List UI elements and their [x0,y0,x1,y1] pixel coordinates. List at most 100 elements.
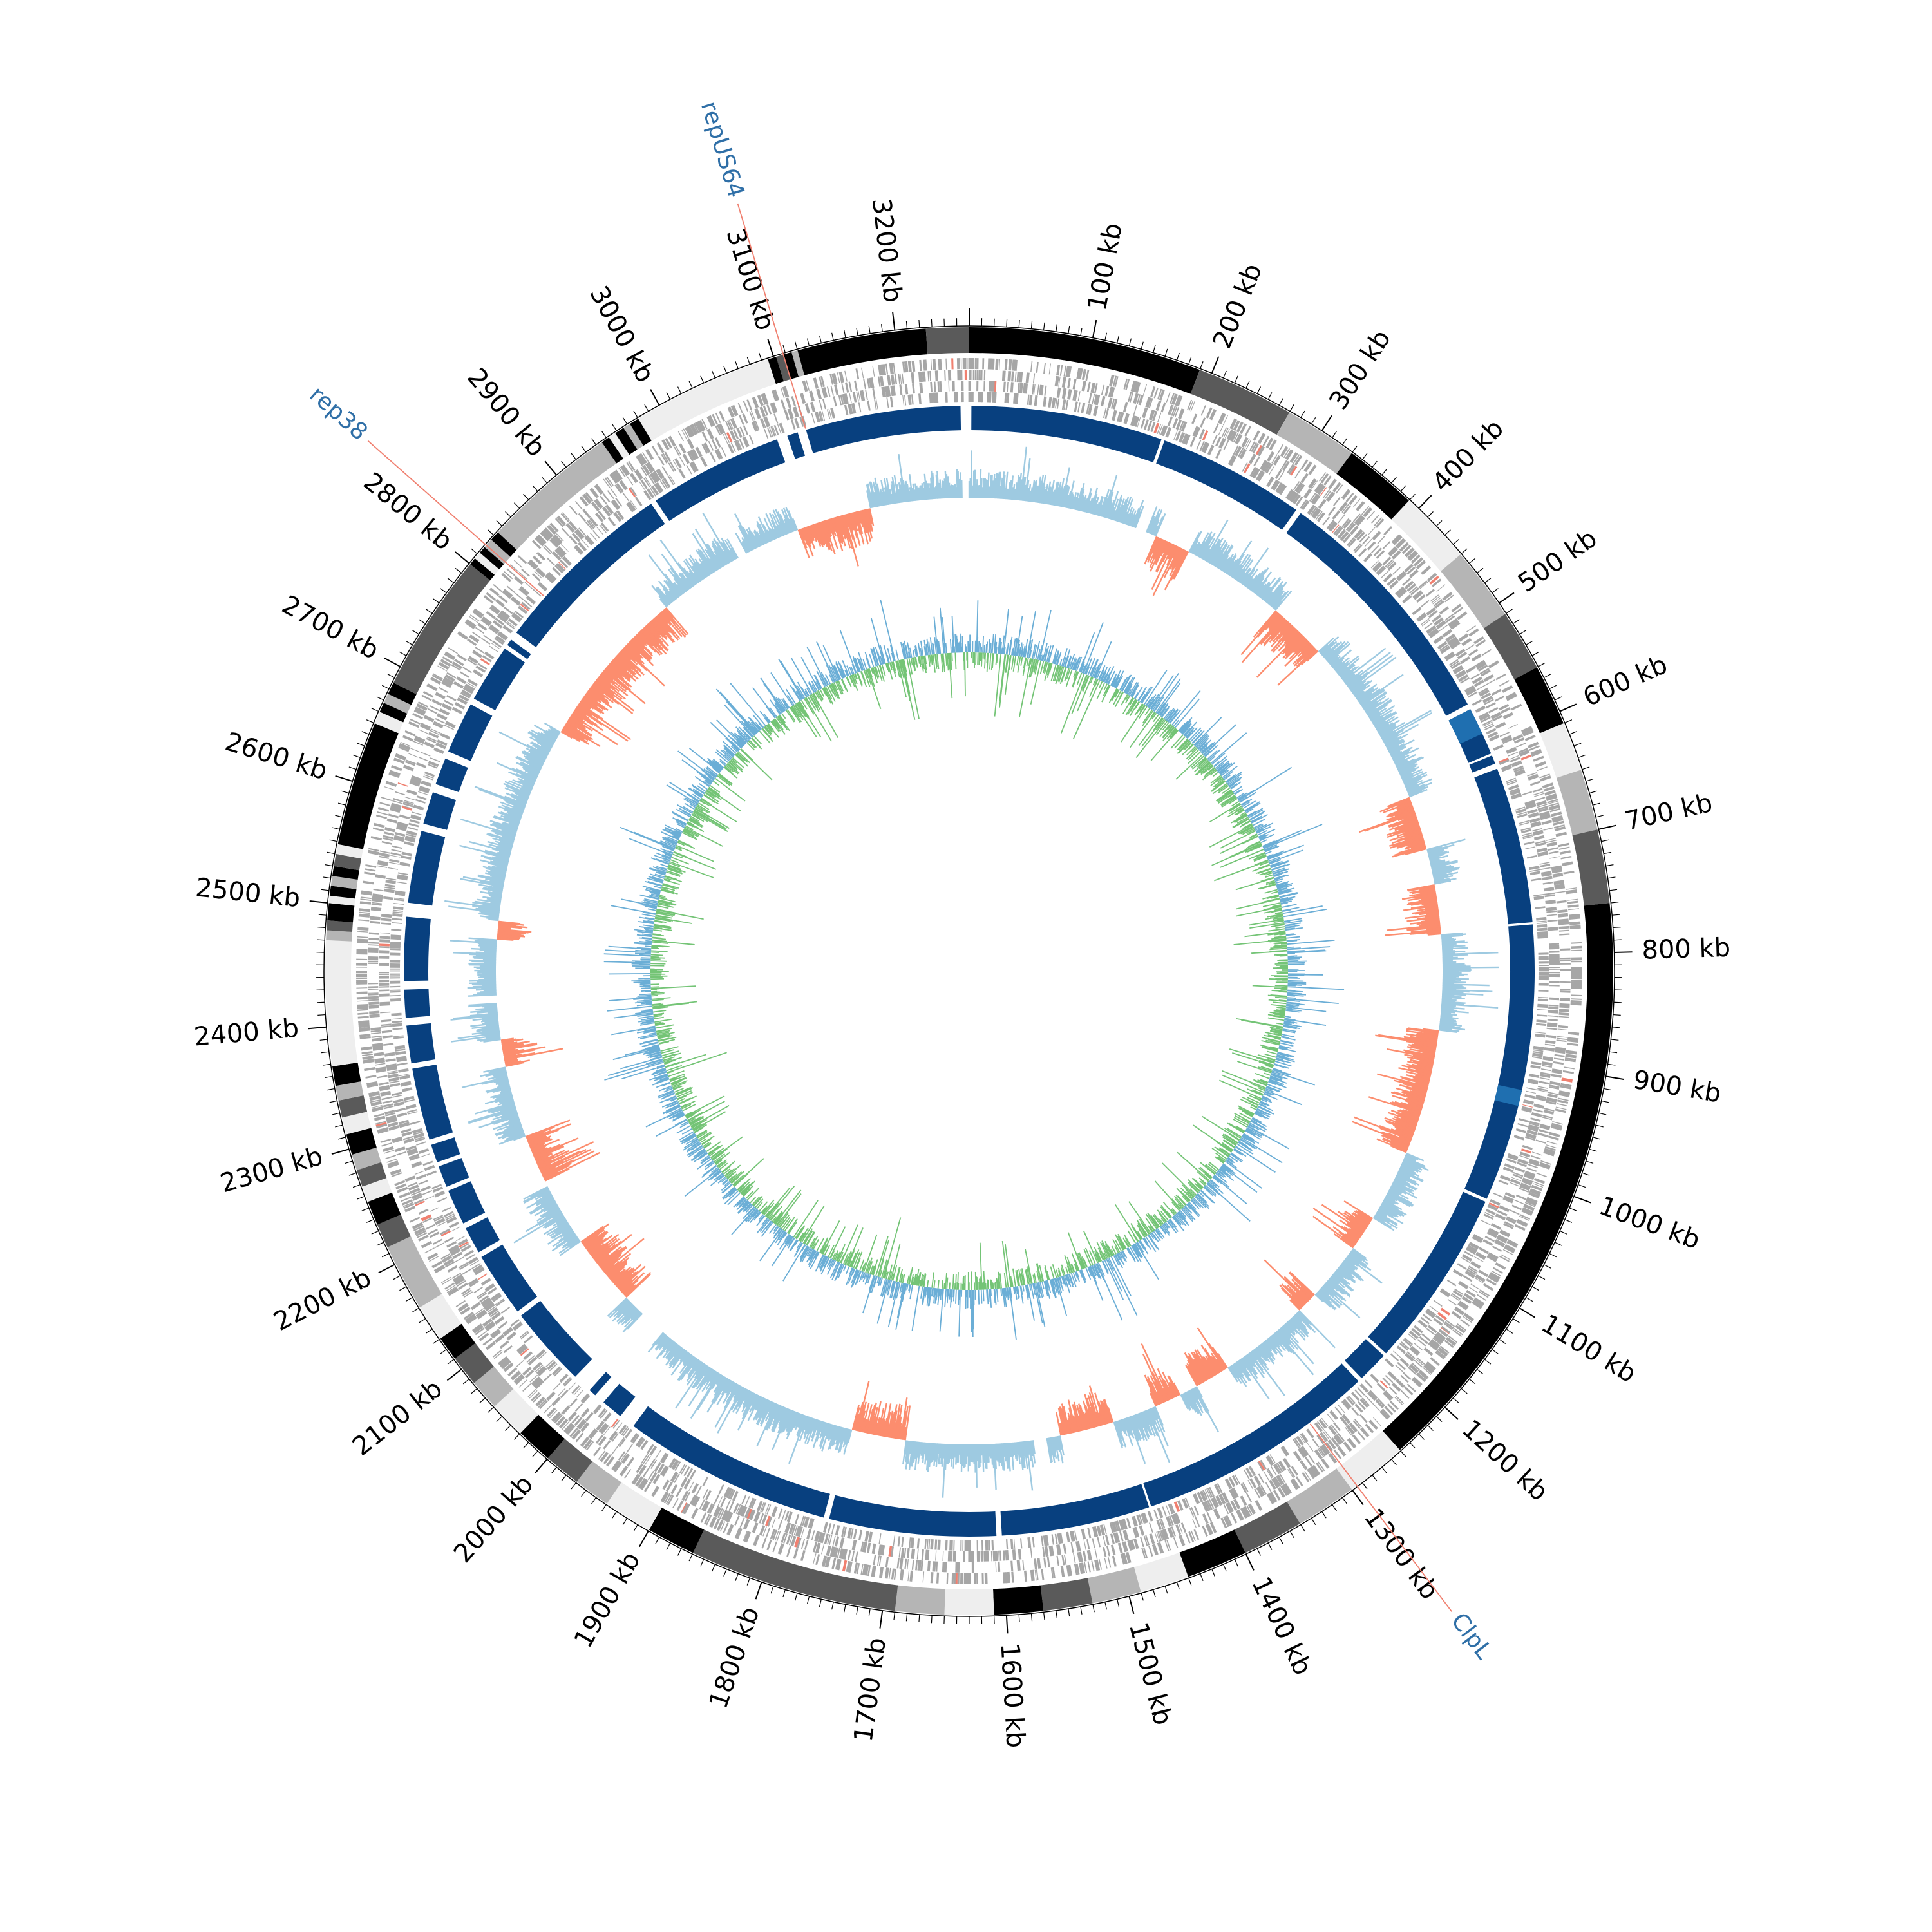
gc-bar-above [1090,493,1098,515]
minor-tick [1278,1537,1283,1544]
cds-feature [701,1501,708,1511]
cds-feature [512,1321,522,1330]
cds-feature [430,1207,440,1212]
gc-bar-above [1064,486,1070,508]
cds-feature [762,405,768,416]
cds-feature [683,1466,690,1477]
gc-bar-above [1385,735,1402,746]
cds-feature [999,359,1001,370]
cds-feature [1554,826,1566,831]
gc-bar-above [1340,1264,1352,1275]
cds-feature [720,1497,726,1508]
cds-feature [492,640,502,648]
cds-feature [652,446,659,457]
gc-bar-above [1127,508,1135,526]
cds-feature [1291,453,1298,463]
cds-feature [627,1457,635,1467]
cds-feature [614,469,623,481]
blast-block [1143,1363,1359,1507]
cds-feature [582,1394,591,1404]
cds-feature [1235,433,1242,444]
cds-feature [1538,996,1549,999]
cds-feature [879,375,884,387]
gc-bar-above [1327,643,1350,663]
cds-feature [1159,424,1163,435]
gc-bar-below [1418,897,1437,902]
cds-feature [592,529,600,539]
cds-feature [368,960,379,963]
cds-feature [531,1377,542,1387]
minor-tick [1427,1425,1434,1431]
cds-feature [1288,1468,1296,1478]
cds-feature [964,1540,967,1551]
cds-feature [1137,417,1141,428]
gc-bar-above [1115,498,1125,522]
cds-feature [553,1382,561,1391]
cds-feature [1133,416,1140,427]
gc-bar-above [1442,981,1466,983]
cds-feature [1395,586,1405,596]
cds-feature [1523,1101,1534,1105]
tick-label: 1300 kb [1358,1503,1444,1605]
gc-bar-below [1397,838,1425,848]
gc-bar-above [1405,783,1417,790]
cds-feature [1070,1542,1074,1553]
gc-bar-above [1119,497,1130,523]
minor-tick [856,328,858,336]
minor-tick [1519,630,1527,635]
gc-bar-above [1238,573,1246,583]
gc-bar-above [1026,488,1030,502]
gc-bar-above [1383,723,1419,744]
cds-feature [1562,1070,1575,1074]
gc-bar-above [1439,1022,1462,1027]
gc-bar-below [1349,1215,1368,1228]
cds-feature [1381,1408,1391,1418]
gc-bar-above [1023,484,1027,502]
minor-tick [1278,398,1283,406]
gc-bar-below [1354,1210,1372,1222]
minor-tick [1453,1397,1459,1404]
gc-bar-above [1269,590,1283,607]
cds-feature [1481,669,1491,677]
cds-feature [503,1362,513,1371]
gc-bar-above [1208,537,1224,564]
cds-feature [1273,455,1281,466]
cds-feature [1468,1265,1479,1273]
cds-feature [1410,587,1419,596]
cds-feature [1260,1459,1267,1470]
cds-feature [770,426,776,437]
cds-feature [356,977,368,980]
cds-feature [1070,1531,1074,1542]
cds-feature [1157,424,1162,434]
cds-feature [419,786,430,792]
cds-feature [945,392,948,402]
cds-feature [462,1289,472,1296]
cds-feature [1491,1270,1502,1277]
cds-feature [916,1538,920,1549]
cds-feature [1548,1010,1558,1013]
cds-feature [1548,802,1559,807]
minor-tick [329,1100,337,1103]
contig-segment [547,1439,592,1482]
gc-bar-above [1066,490,1072,509]
cds-feature [504,606,513,614]
cds-feature [372,827,384,832]
cds-feature [1551,1070,1562,1074]
cds-feature [1358,1401,1366,1410]
gc-bar-above [1355,690,1365,699]
gc-bar-above [1383,1200,1399,1210]
cds-feature [395,754,406,761]
cds-feature [1162,426,1168,437]
cds-feature [1454,1308,1464,1316]
cds-feature [641,1454,649,1463]
cds-feature [1322,516,1330,526]
cds-feature [1444,1321,1454,1329]
cds-feature [400,741,411,747]
cds-feature [1242,438,1249,448]
cds-feature [1554,885,1566,889]
cds-feature [815,1554,820,1566]
cds-feature [1312,495,1321,505]
gc-bar-above [1063,485,1070,508]
gc-bar-below [1401,1091,1426,1099]
minor-tick [352,1184,361,1188]
